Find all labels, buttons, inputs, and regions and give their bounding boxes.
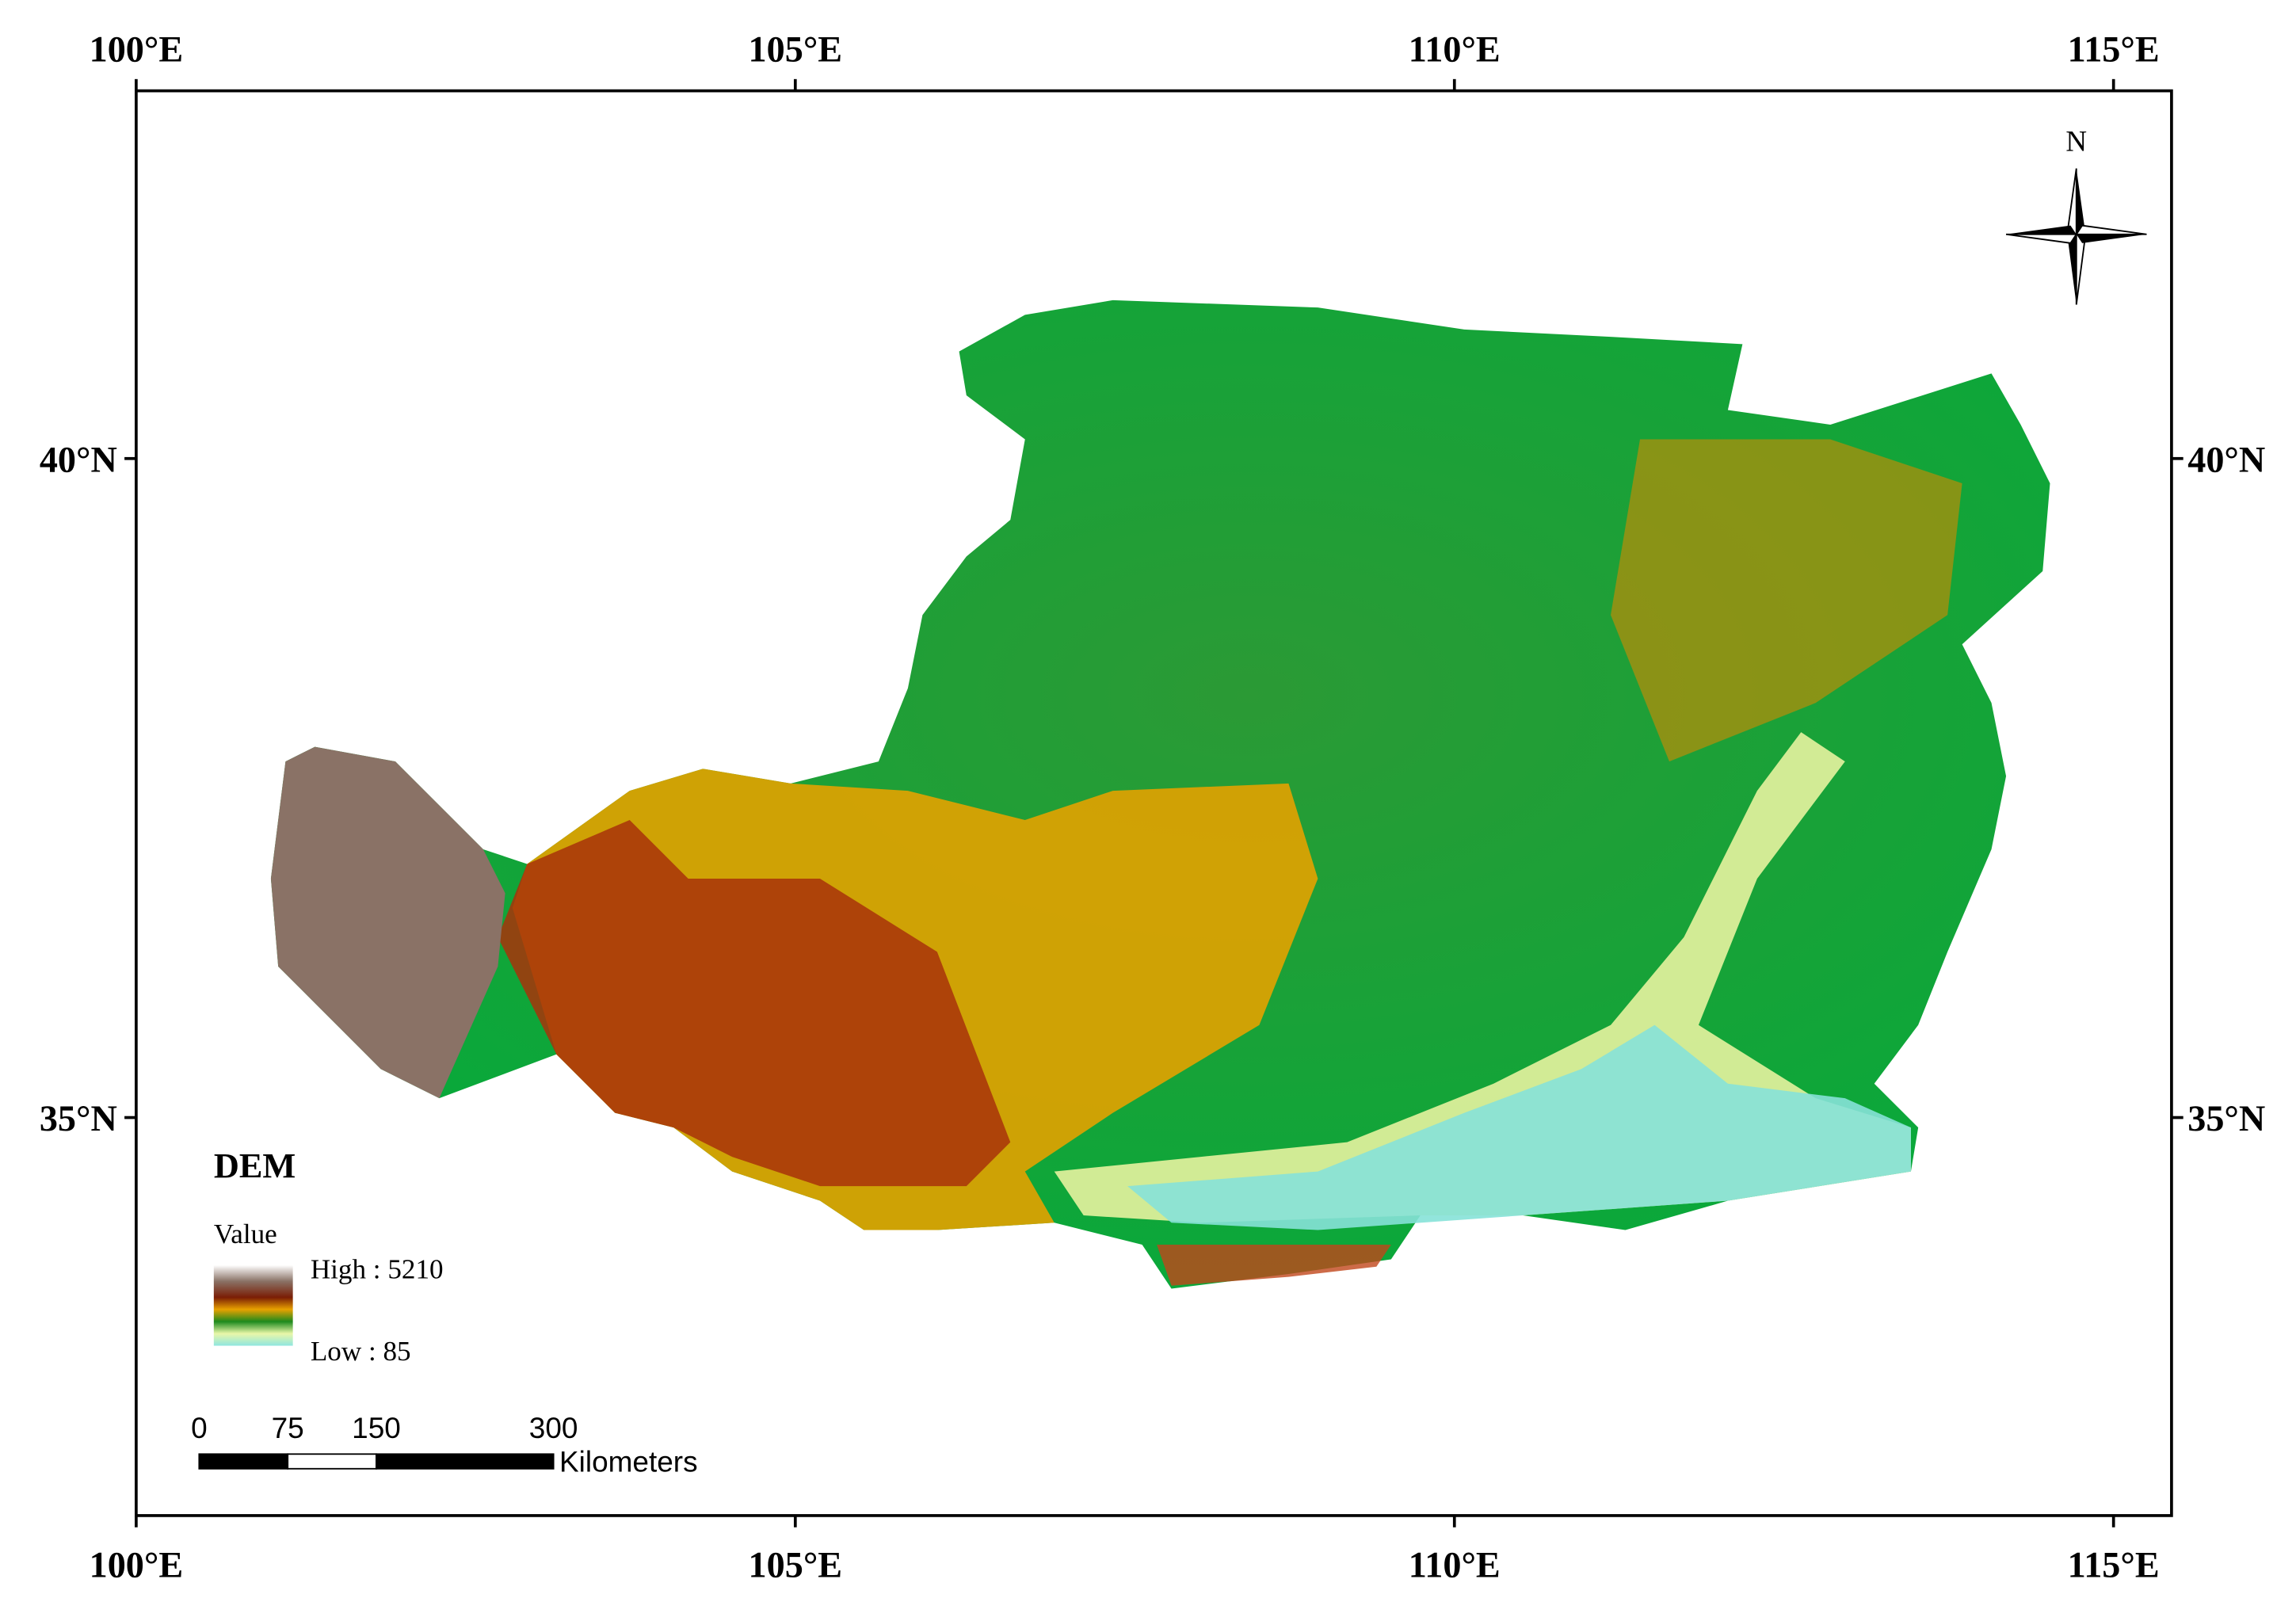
graticule: 100°E 100°E 105°E 105°E 110°E 110°E 115°E 115°E… [40, 29, 2265, 1585]
lon-label-bottom: 105°E [749, 1545, 843, 1585]
legend-ramp [213, 1264, 293, 1346]
lon-label-bottom: 110°E [1409, 1545, 1501, 1585]
scale-label: 0 [191, 1412, 208, 1444]
north-arrow: N [2005, 124, 2147, 305]
lat-label-right: 35°N [2187, 1098, 2265, 1139]
scale-segment [287, 1453, 377, 1470]
lon-label-top: 110°E [1409, 29, 1501, 70]
lon-label-bottom: 115°E [2068, 1545, 2160, 1585]
legend-high: High : 5210 [311, 1254, 444, 1285]
scale-unit: Kilometers [559, 1445, 698, 1478]
lat-label-right: 40°N [2187, 439, 2265, 479]
scale-segment [198, 1453, 289, 1470]
scale-label: 75 [272, 1412, 304, 1444]
lon-label-top: 115°E [2068, 29, 2160, 70]
scale-label: 300 [529, 1412, 578, 1444]
lat-label-left: 40°N [40, 439, 117, 479]
scale-label: 150 [352, 1412, 401, 1444]
terrain [270, 299, 2050, 1289]
lon-label-top: 105°E [749, 29, 843, 70]
north-label: N [2065, 124, 2087, 157]
legend: DEM Value High : 5210 Low : 85 [213, 1146, 444, 1367]
legend-low: Low : 85 [311, 1336, 411, 1367]
legend-field: Value [214, 1219, 277, 1249]
lon-label-top: 100°E [90, 29, 184, 70]
lon-label-bottom: 100°E [90, 1545, 184, 1585]
scale-segment [376, 1453, 555, 1470]
legend-title: DEM [214, 1146, 296, 1185]
lat-label-left: 35°N [40, 1098, 117, 1139]
